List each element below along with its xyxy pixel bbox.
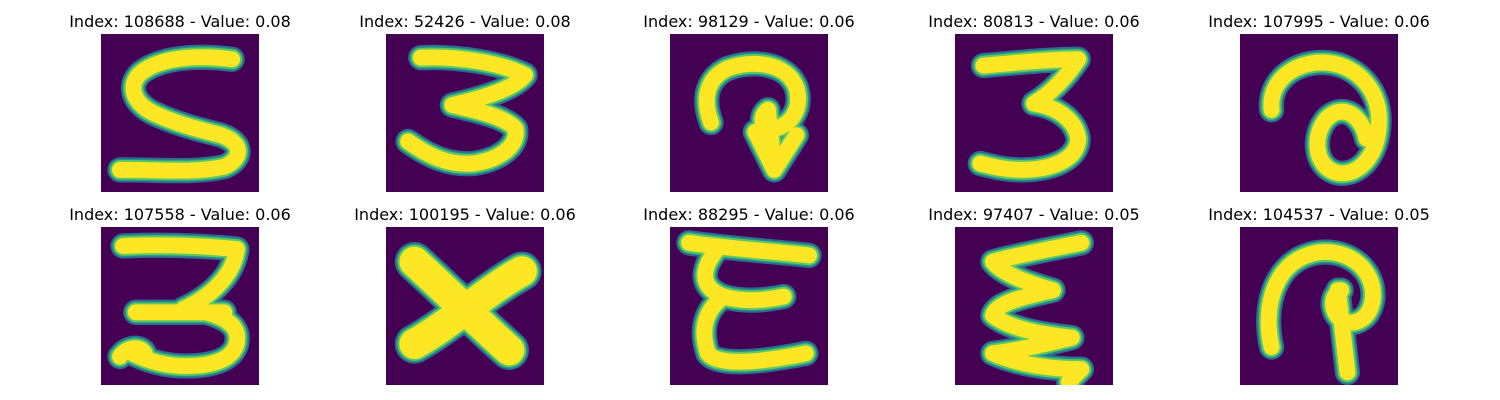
tile-title: Index: 52426 - Value: 0.08 <box>359 12 571 31</box>
tile-title: Index: 100195 - Value: 0.06 <box>354 205 576 224</box>
tile-title: Index: 104537 - Value: 0.05 <box>1208 205 1430 224</box>
tile-title: Index: 98129 - Value: 0.06 <box>643 12 855 31</box>
tile-title: Index: 97407 - Value: 0.05 <box>928 205 1140 224</box>
digit-image-loop <box>1240 34 1398 192</box>
tile-title: Index: 88295 - Value: 0.06 <box>643 205 855 224</box>
tile-title: Index: 108688 - Value: 0.08 <box>69 12 291 31</box>
digit-image-zigzag <box>955 227 1113 385</box>
digit-image-3 <box>955 34 1113 192</box>
digit-image-hook-p <box>1240 227 1398 385</box>
digit-image-hook-arrow <box>670 34 828 192</box>
digit-image-e <box>670 227 828 385</box>
digit-image-3 <box>101 227 259 385</box>
digit-image-3 <box>386 34 544 192</box>
tile-title: Index: 80813 - Value: 0.06 <box>928 12 1140 31</box>
tile-title: Index: 107558 - Value: 0.06 <box>69 205 291 224</box>
digit-image-5 <box>101 34 259 192</box>
digit-image-x <box>386 227 544 385</box>
tile-title: Index: 107995 - Value: 0.06 <box>1208 12 1430 31</box>
